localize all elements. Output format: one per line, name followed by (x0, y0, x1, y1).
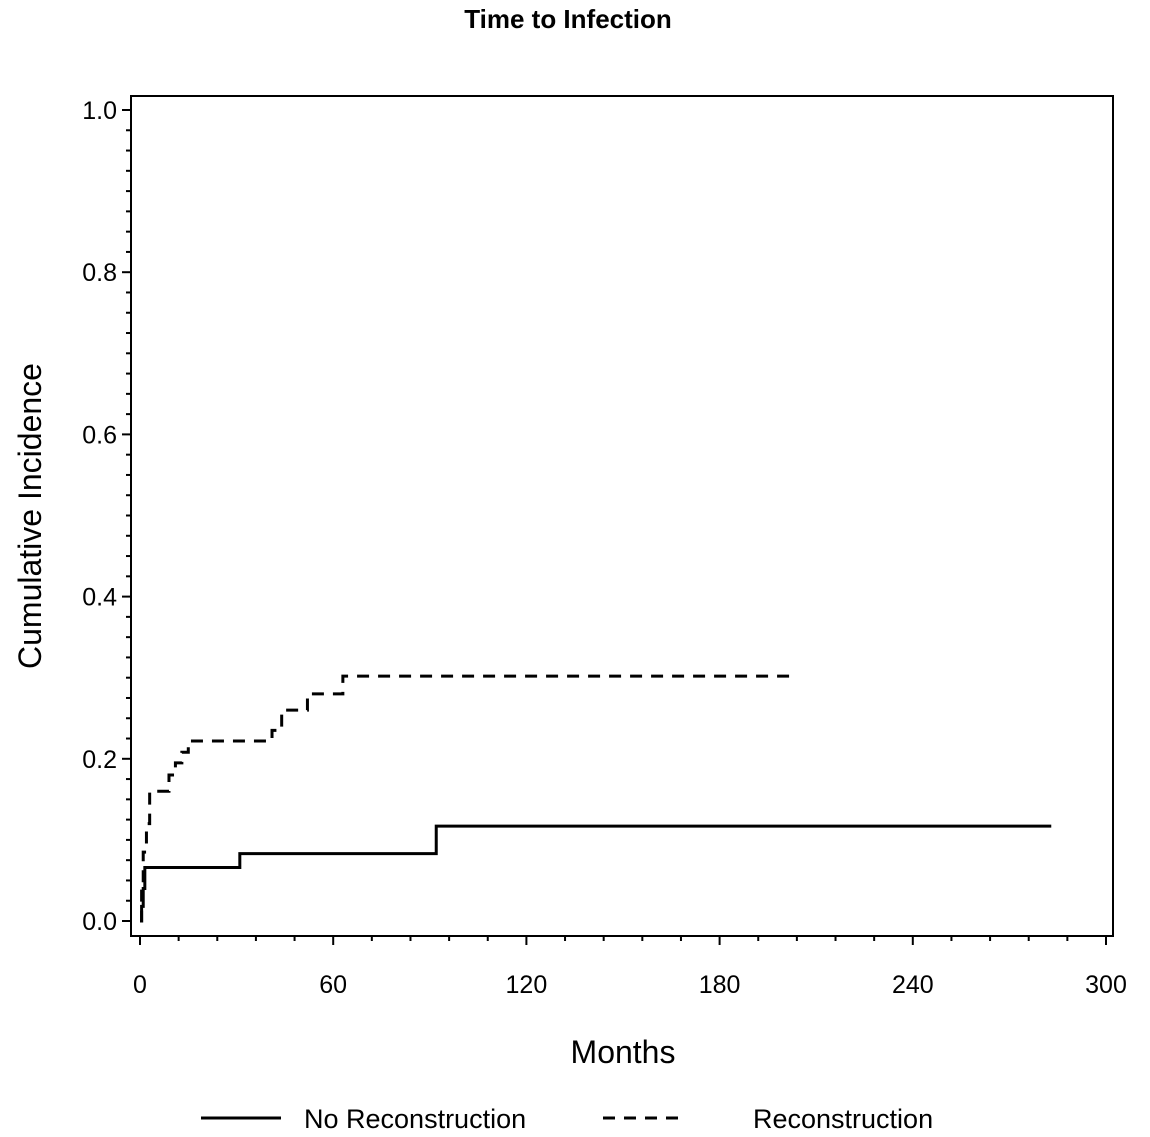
y-tick-label: 0.0 (82, 908, 117, 936)
y-tick-label: 0.6 (82, 421, 117, 449)
x-tick-label: 120 (506, 971, 548, 999)
x-tick-label: 240 (892, 971, 934, 999)
legend-label-reconstruction: Reconstruction (753, 1104, 933, 1134)
y-axis: 0.0 0.2 0.4 0.6 0.8 1.0 (82, 97, 131, 936)
x-tick-label: 300 (1085, 971, 1127, 999)
x-tick-label: 180 (699, 971, 741, 999)
legend-label-no-reconstruction: No Reconstruction (304, 1104, 526, 1134)
plot-frame (130, 95, 1114, 937)
y-tick-label: 0.4 (82, 584, 117, 612)
x-axis-label: Months (571, 1034, 676, 1070)
series-line-reconstruction (140, 674, 797, 923)
x-tick-label: 60 (319, 971, 347, 999)
x-axis: 0 60 120 180 240 300 (133, 936, 1127, 999)
y-tick-label: 0.8 (82, 259, 117, 287)
y-tick-label: 0.2 (82, 746, 117, 774)
chart-title: Time to Infection (464, 4, 672, 34)
legend: No Reconstruction Reconstruction (201, 1104, 933, 1134)
y-axis-label: Cumulative Incidence (12, 363, 48, 669)
x-tick-label: 0 (133, 971, 147, 999)
y-tick-label: 1.0 (82, 97, 117, 125)
series-layer (140, 674, 1052, 923)
series-line-no-reconstruction (140, 824, 1052, 923)
